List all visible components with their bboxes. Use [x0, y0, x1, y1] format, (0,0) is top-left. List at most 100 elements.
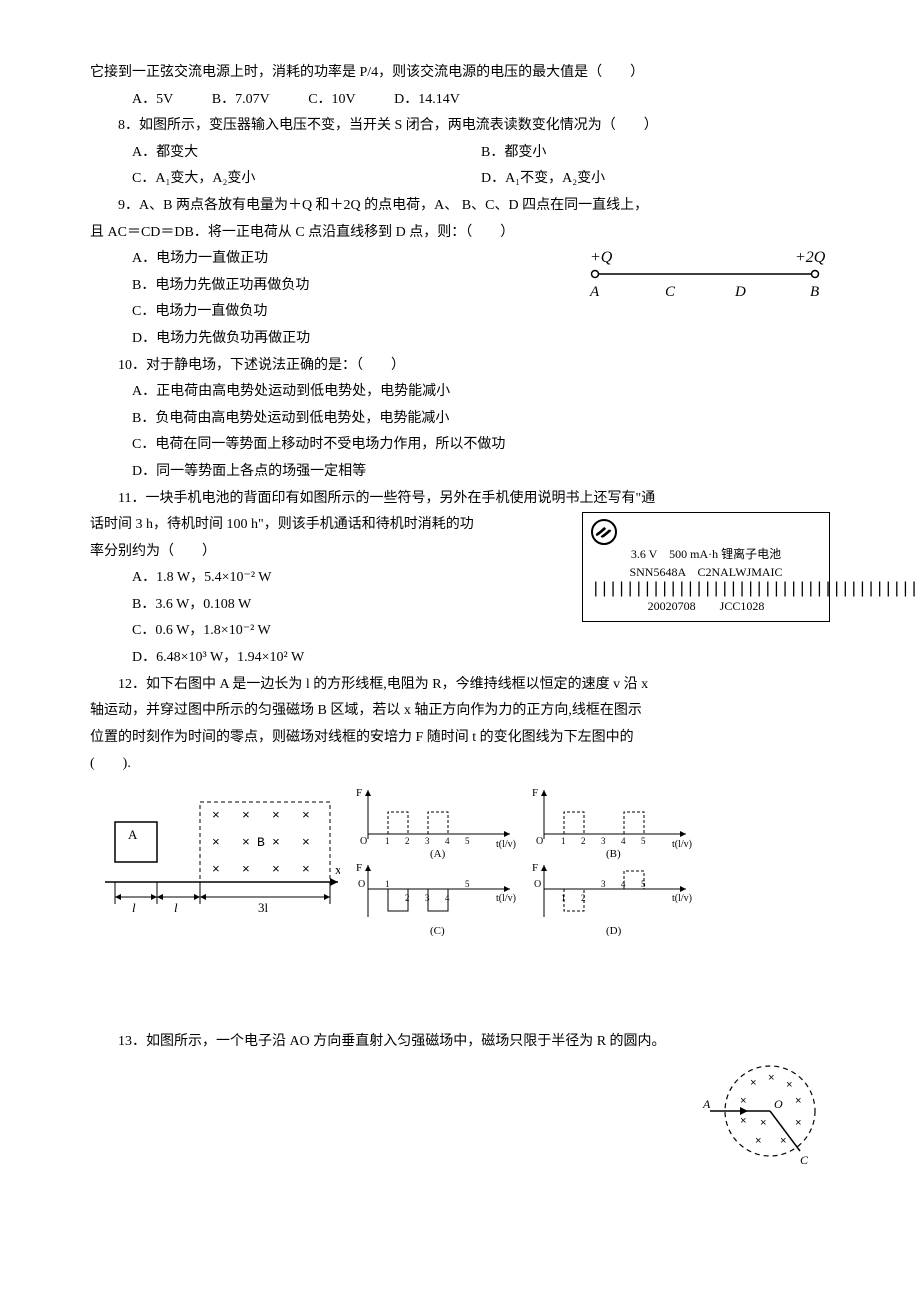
svg-text:×: × [242, 835, 250, 850]
q8-row2: C．A₁变大，A₂变小 D．A₁不变，A₂变小 [90, 166, 830, 193]
svg-text:×: × [740, 1096, 747, 1108]
svg-text:×: × [780, 1136, 787, 1148]
svg-text:×: × [786, 1080, 793, 1092]
q12-text1: 12．如下右图中 A 是一边长为 l 的方形线框,电阻为 R，今维持线框以恒定的… [90, 672, 830, 699]
svg-text:×: × [768, 1073, 775, 1085]
svg-text:1: 1 [561, 893, 566, 903]
q10-C: C．电荷在同一等势面上移动时不受电场力作用，所以不做功 [90, 432, 830, 459]
svg-text:×: × [750, 1078, 757, 1090]
svg-text:2: 2 [581, 893, 586, 903]
svg-text:A: A [128, 827, 138, 842]
svg-text:5: 5 [641, 836, 646, 846]
q12-graph-D: Ft(l/v) O 12345 (D) [526, 859, 696, 939]
svg-text:C: C [800, 1153, 809, 1167]
q12-text3: 位置的时刻作为时间的零点，则磁场对线框的安培力 F 随时间 t 的变化图线为下左… [90, 725, 830, 752]
battery-label-box: ᨀ 3.6 V 500 mA·h 锂离子电池 SNN5648A C2NALWJM… [582, 512, 830, 622]
svg-text:×: × [272, 808, 280, 823]
svg-text:(C): (C) [430, 925, 445, 937]
q9-D: D．电场力先做负功再做正功 [90, 326, 830, 353]
svg-text:3: 3 [601, 836, 606, 846]
q10-D: D．同一等势面上各点的场强一定相等 [90, 459, 830, 486]
svg-text:×: × [272, 862, 280, 877]
svg-text:×: × [272, 835, 280, 850]
q7-lead: 它接到一正弦交流电源上时，消耗的功率是 P/4，则该交流电源的电压的最大值是（ … [90, 60, 830, 87]
q10-text: 10．对于静电场，下述说法正确的是：（ ） [90, 353, 830, 380]
q9-figure: +Q +2Q A C D B [570, 246, 830, 306]
svg-text:×: × [242, 808, 250, 823]
q8-D: D．A₁不变，A₂变小 [481, 166, 830, 193]
svg-text:A: A [702, 1097, 711, 1111]
battery-barcode: ||||||||||||||||||||||||||||||||||||||| [591, 581, 821, 597]
battery-line1: 3.6 V 500 mA·h 锂离子电池 [591, 545, 821, 563]
q7-B: B．7.07V [212, 87, 270, 114]
svg-text:(D): (D) [606, 925, 622, 937]
svg-text:1: 1 [385, 879, 390, 889]
svg-text:l: l [132, 900, 136, 915]
svg-text:×: × [795, 1118, 802, 1130]
q11-C: C．0.6 W，1.8×10⁻² W [90, 618, 830, 645]
q9-text1: 9．A、B 两点各放有电量为＋Q 和＋2Q 的点电荷，A、 B、C、D 四点在同… [90, 193, 830, 220]
svg-text:5: 5 [465, 879, 470, 889]
q7-options: A．5V B．7.07V C．10V D．14.14V [90, 87, 830, 114]
q12-figures-row: ×××× ××B×× ×××× A x l l 3l Ft(l/v) [90, 784, 830, 939]
svg-text:x: x [335, 862, 340, 877]
q12-option-graphs: Ft(l/v) O 1 2 3 4 5 (A) Ft(l/v) O 1 2 3 4 5 [350, 784, 696, 939]
svg-text:3l: 3l [258, 900, 269, 915]
svg-text:O: O [358, 879, 365, 890]
q9-pt-B: B [810, 284, 819, 300]
svg-text:3: 3 [601, 879, 606, 889]
svg-text:t(l/v): t(l/v) [672, 839, 692, 850]
svg-text:(A): (A) [430, 848, 446, 859]
q10-B: B．负电荷由高电势处运动到低电势处，电势能减小 [90, 406, 830, 433]
q12-setup-svg: ×××× ××B×× ×××× A x l l 3l [90, 784, 340, 924]
q9-pt-D: D [734, 284, 746, 300]
svg-text:×: × [212, 808, 220, 823]
q9-diagram-svg: +Q +2Q A C D B [570, 246, 830, 306]
q12-graph-C: Ft(l/v) O 12345 (C) [350, 859, 520, 939]
q12-graph-A: Ft(l/v) O 1 2 3 4 5 (A) [350, 784, 520, 859]
q7-C: C．10V [308, 87, 355, 114]
q8-B: B．都变小 [481, 140, 830, 167]
svg-text:F: F [532, 862, 538, 874]
svg-text:×: × [302, 862, 310, 877]
q11-text1: 11．一块手机电池的背面印有如图所示的一些符号，另外在手机使用说明书上还写有"通 [90, 486, 830, 513]
svg-text:F: F [532, 787, 538, 799]
svg-text:×: × [740, 1116, 747, 1128]
svg-text:×: × [760, 1118, 767, 1130]
svg-text:×: × [242, 862, 250, 877]
svg-text:×: × [795, 1096, 802, 1108]
svg-text:B: B [257, 835, 265, 850]
battery-logo: ᨀ [591, 519, 821, 545]
q12-text2: 轴运动，并穿过图中所示的匀强磁场 B 区域，若以 x 轴正方向作为力的正方向,线… [90, 698, 830, 725]
svg-text:3: 3 [425, 836, 430, 846]
q13-circle-svg: ××× ×× ××× ×× A O C [700, 1056, 830, 1176]
svg-text:4: 4 [445, 836, 450, 846]
svg-text:O: O [774, 1097, 783, 1111]
svg-text:t(l/v): t(l/v) [496, 839, 516, 850]
q7-D: D．14.14V [394, 87, 460, 114]
q8-text: 8．如图所示，变压器输入电压不变，当开关 S 闭合，两电流表读数变化情况为（ ） [90, 113, 830, 140]
q7-A: A．5V [132, 87, 173, 114]
svg-text:×: × [302, 835, 310, 850]
q8-C: C．A₁变大，A₂变小 [132, 166, 481, 193]
svg-text:×: × [302, 808, 310, 823]
q8-A: A．都变大 [132, 140, 481, 167]
svg-text:2: 2 [405, 893, 410, 903]
q9-pt-C: C [665, 284, 676, 300]
svg-text:O: O [534, 879, 541, 890]
q9-label-2Q: +2Q [795, 249, 826, 266]
q11-D: D．6.48×10³ W，1.94×10² W [90, 645, 830, 672]
q9-label-Q: +Q [590, 249, 613, 266]
svg-text:5: 5 [465, 836, 470, 846]
svg-text:l: l [174, 900, 178, 915]
svg-text:t(l/v): t(l/v) [672, 893, 692, 904]
battery-line2: SNN5648A C2NALWJMAIC [591, 563, 821, 581]
svg-text:×: × [212, 835, 220, 850]
svg-text:4: 4 [621, 836, 626, 846]
q12-graph-B: Ft(l/v) O 12345 (B) [526, 784, 696, 859]
svg-text:2: 2 [405, 836, 410, 846]
svg-text:O: O [360, 836, 367, 847]
svg-text:O: O [536, 836, 543, 847]
svg-text:F: F [356, 787, 362, 799]
svg-text:1: 1 [385, 836, 390, 846]
